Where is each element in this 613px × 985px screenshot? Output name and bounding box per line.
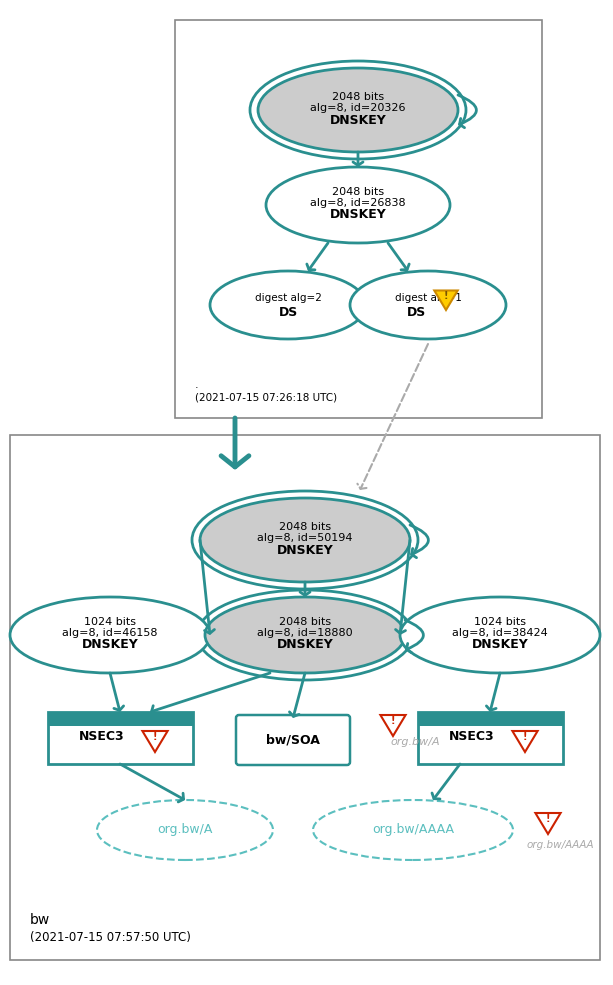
Text: !: ! [444, 291, 448, 300]
Text: DNSKEY: DNSKEY [82, 638, 139, 651]
Text: !: ! [523, 732, 527, 742]
Polygon shape [535, 813, 561, 834]
Polygon shape [512, 731, 538, 752]
Text: !: ! [390, 715, 395, 726]
Text: 1024 bits: 1024 bits [84, 617, 136, 627]
Ellipse shape [400, 597, 600, 673]
Text: alg=8, id=38424: alg=8, id=38424 [452, 628, 548, 638]
Text: !: ! [153, 732, 158, 742]
Ellipse shape [350, 271, 506, 339]
Text: NSEC3: NSEC3 [79, 731, 125, 744]
FancyBboxPatch shape [236, 715, 350, 765]
Text: org.bw/AAAA: org.bw/AAAA [372, 823, 454, 836]
Text: org.bw/A: org.bw/A [390, 737, 440, 747]
Text: alg=8, id=50194: alg=8, id=50194 [257, 533, 352, 543]
Ellipse shape [258, 68, 458, 152]
FancyBboxPatch shape [47, 712, 192, 764]
Text: 2048 bits: 2048 bits [279, 617, 331, 627]
Text: org.bw/AAAA: org.bw/AAAA [526, 840, 594, 850]
Text: NSEC3: NSEC3 [449, 731, 495, 744]
Text: digest alg=2: digest alg=2 [254, 293, 321, 303]
Text: 2048 bits: 2048 bits [279, 522, 331, 532]
Text: 1024 bits: 1024 bits [474, 617, 526, 627]
Text: alg=8, id=20326: alg=8, id=20326 [310, 103, 406, 113]
Text: alg=8, id=18880: alg=8, id=18880 [257, 628, 353, 638]
Text: .: . [195, 380, 199, 390]
Text: DNSKEY: DNSKEY [276, 638, 333, 651]
Text: !: ! [546, 814, 550, 823]
Polygon shape [381, 715, 406, 736]
Text: alg=8, id=26838: alg=8, id=26838 [310, 198, 406, 208]
Text: (2021-07-15 07:57:50 UTC): (2021-07-15 07:57:50 UTC) [30, 932, 191, 945]
Polygon shape [434, 291, 458, 310]
Ellipse shape [205, 597, 405, 673]
FancyBboxPatch shape [417, 712, 563, 726]
FancyBboxPatch shape [10, 435, 600, 960]
Text: 2048 bits: 2048 bits [332, 187, 384, 197]
Text: DNSKEY: DNSKEY [471, 638, 528, 651]
Text: DS: DS [406, 306, 425, 319]
Text: DNSKEY: DNSKEY [330, 113, 386, 126]
Text: org.bw/A: org.bw/A [158, 823, 213, 836]
Polygon shape [142, 731, 167, 752]
Ellipse shape [210, 271, 366, 339]
Text: bw: bw [30, 913, 50, 927]
Text: 2048 bits: 2048 bits [332, 92, 384, 102]
Ellipse shape [10, 597, 210, 673]
Text: DS: DS [278, 306, 298, 319]
Text: digest alg=1: digest alg=1 [395, 293, 462, 303]
Text: (2021-07-15 07:26:18 UTC): (2021-07-15 07:26:18 UTC) [195, 393, 337, 403]
Ellipse shape [200, 498, 410, 582]
Ellipse shape [266, 167, 450, 243]
FancyBboxPatch shape [175, 20, 542, 418]
Text: DNSKEY: DNSKEY [276, 544, 333, 557]
Text: bw/SOA: bw/SOA [266, 734, 320, 747]
FancyBboxPatch shape [47, 712, 192, 726]
Text: DNSKEY: DNSKEY [330, 209, 386, 222]
FancyBboxPatch shape [417, 712, 563, 764]
Text: alg=8, id=46158: alg=8, id=46158 [63, 628, 158, 638]
